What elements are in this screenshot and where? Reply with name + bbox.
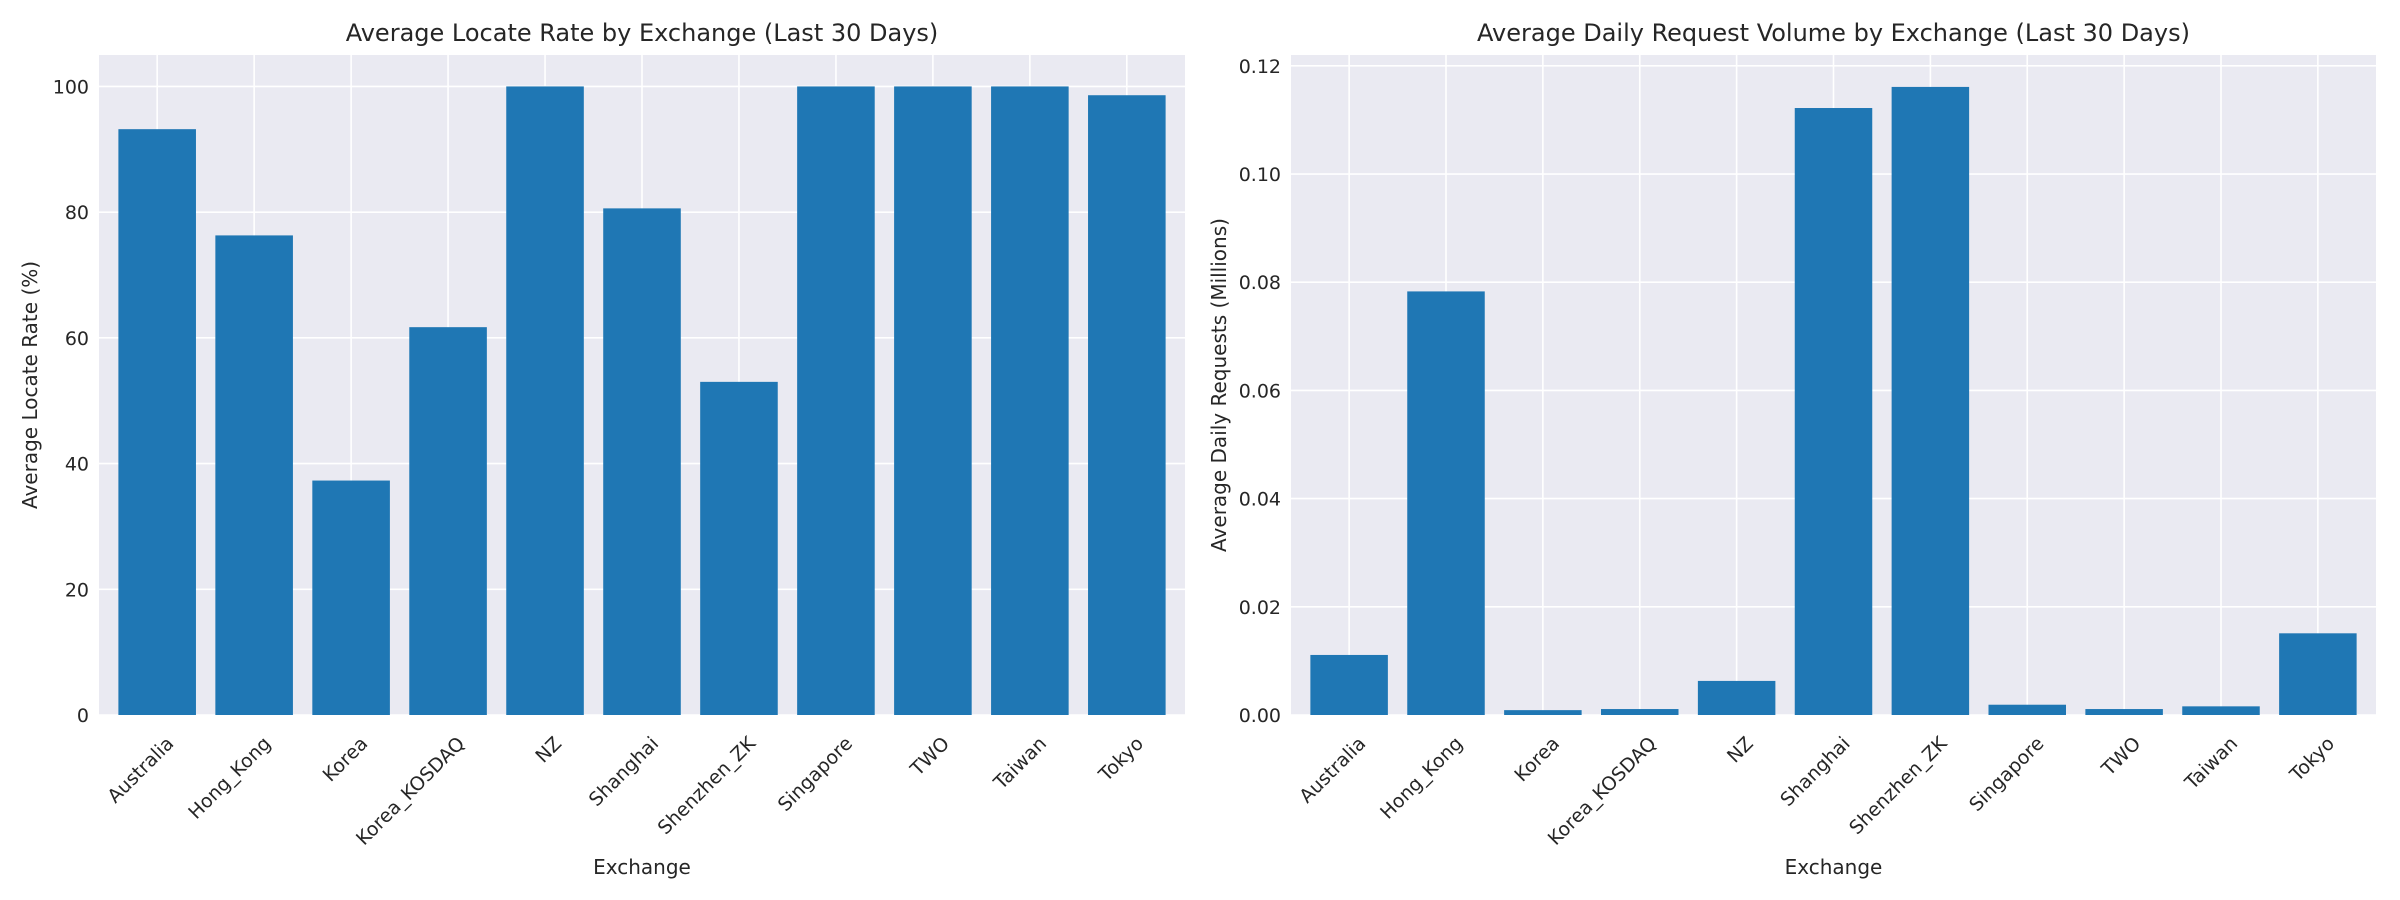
bar-two <box>2085 709 2163 715</box>
request-volume-chart: 0.00 0.02 0.04 0.06 0.08 0.10 0.12 Australia Hon… <box>1207 19 2376 879</box>
bar-korea-kosdaq <box>409 327 487 715</box>
x-axis-label: Exchange <box>1785 855 1883 879</box>
x-tick-label: Tokyo <box>1094 733 1148 787</box>
x-tick-label: TWO <box>906 733 954 781</box>
x-tick-label: Shenzhen_ZK <box>654 732 761 839</box>
bar-shenzhen-zk <box>700 381 778 715</box>
x-tick-label: TWO <box>2097 733 2145 781</box>
bar-australia <box>1310 654 1388 715</box>
x-tick-label: Shanghai <box>585 733 663 811</box>
y-tick-label: 60 <box>65 328 89 350</box>
x-tick-label: Singapore <box>1965 733 2048 816</box>
y-tick-label: 0 <box>77 705 89 727</box>
bar-tokyo <box>1088 95 1166 715</box>
bar-korea <box>1504 710 1582 715</box>
y-tick-label: 0.12 <box>1239 56 1281 78</box>
x-tick-label: Taiwan <box>989 733 1051 795</box>
bar-korea <box>312 480 390 715</box>
y-tick-label: 80 <box>65 202 89 224</box>
x-tick-label: Shanghai <box>1776 733 1854 811</box>
y-axis-label: Average Locate Rate (%) <box>18 261 42 509</box>
bar-nz <box>506 86 584 715</box>
y-tick-label: 0.04 <box>1239 489 1281 511</box>
y-tick-label: 0.08 <box>1239 272 1281 294</box>
y-tick-label: 40 <box>65 454 89 476</box>
bar-taiwan <box>2182 706 2260 715</box>
bar-hong-kong <box>215 235 293 715</box>
bar-tokyo <box>2279 633 2357 715</box>
y-tick-label: 0.02 <box>1239 597 1281 619</box>
x-tick-label: Tokyo <box>2285 733 2339 787</box>
x-axis-label: Exchange <box>593 855 691 879</box>
bar-shanghai <box>1794 108 1873 715</box>
x-tick-label: Korea <box>319 733 373 787</box>
x-tick-label: Taiwan <box>2180 733 2242 795</box>
y-tick-label: 0.00 <box>1239 705 1281 727</box>
plot-area: 0.00 0.02 0.04 0.06 0.08 0.10 0.12 Australia Hon… <box>1239 55 2376 850</box>
y-tick-label: 20 <box>65 579 89 601</box>
y-tick-label: 100 <box>53 76 89 98</box>
x-tick-label: Australia <box>103 733 178 808</box>
x-tick-label: NZ <box>531 733 566 768</box>
y-tick-label: 0.06 <box>1239 380 1281 402</box>
x-tick-label: Hong_Kong <box>184 733 275 824</box>
chart-title: Average Daily Request Volume by Exchange… <box>1477 19 2190 47</box>
x-tick-label: Australia <box>1295 733 1370 808</box>
chart-title: Average Locate Rate by Exchange (Last 30… <box>346 19 939 47</box>
y-tick-label: 0.10 <box>1239 164 1281 186</box>
x-tick-label: Singapore <box>774 733 857 816</box>
bar-two <box>894 86 972 715</box>
y-axis-label: Average Daily Requests (Millions) <box>1207 218 1231 552</box>
bar-korea-kosdaq <box>1601 709 1679 715</box>
bar-nz <box>1697 680 1776 715</box>
x-tick-label: Hong_Kong <box>1376 733 1467 824</box>
bar-shanghai <box>603 208 681 715</box>
bar-taiwan <box>991 86 1069 715</box>
x-tick-label: NZ <box>1723 733 1758 768</box>
bar-hong-kong <box>1407 291 1485 715</box>
bar-australia <box>118 129 196 715</box>
bar-singapore <box>797 86 875 715</box>
x-tick-label: Korea <box>1510 733 1564 787</box>
bar-singapore <box>1988 704 2066 715</box>
bar-shenzhen-zk <box>1891 86 1970 715</box>
x-tick-label: Shenzhen_ZK <box>1845 732 1952 839</box>
